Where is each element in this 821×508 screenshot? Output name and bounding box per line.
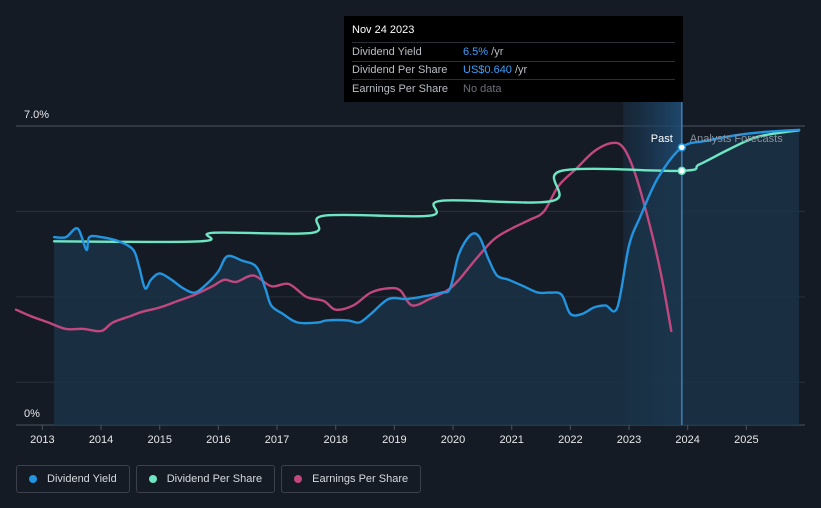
- x-tick-label: 2023: [617, 434, 641, 446]
- legend-dot-icon: [148, 475, 157, 483]
- axes: 7.0% 0%: [24, 109, 49, 420]
- series-lines: [14, 128, 801, 333]
- tooltip-value: No data: [463, 82, 502, 95]
- hover-markers: [677, 143, 687, 176]
- x-tick-label: 2015: [147, 434, 171, 446]
- legend-item-dividend-per-share[interactable]: Dividend Per Share: [135, 465, 276, 493]
- tooltip: Nov 24 2023 Dividend Yield 6.5% /yr Divi…: [344, 16, 683, 102]
- y-tick-label-bottom: 0%: [24, 408, 40, 420]
- tooltip-unit: /yr: [491, 45, 504, 58]
- tooltip-row-dividend-yield: Dividend Yield 6.5% /yr: [352, 42, 675, 61]
- legend: Dividend Yield Dividend Per Share Earnin…: [16, 465, 422, 493]
- x-tick-label: 2013: [30, 434, 54, 446]
- legend-item-earnings-per-share[interactable]: Earnings Per Share: [281, 465, 422, 493]
- tooltip-date: Nov 24 2023: [352, 24, 415, 36]
- legend-dot-icon: [29, 475, 37, 483]
- legend-item-dividend-yield[interactable]: Dividend Yield: [16, 465, 130, 493]
- tooltip-label: Dividend Yield: [352, 45, 422, 58]
- legend-label: Dividend Yield: [47, 473, 117, 485]
- legend-label: Dividend Per Share: [166, 473, 263, 485]
- tooltip-value: 6.5%: [463, 45, 489, 58]
- x-tick-label: 2022: [558, 434, 582, 446]
- x-tick-label: 2025: [734, 434, 758, 446]
- dividend-yield-line: [52, 128, 801, 325]
- x-tick-label: 2018: [323, 434, 347, 446]
- tooltip-row-earnings-per-share: Earnings Per Share No data: [352, 79, 675, 98]
- dividend-yield-marker: [677, 143, 687, 152]
- x-tick-label: 2017: [265, 434, 289, 446]
- tooltip-label: Earnings Per Share: [352, 82, 448, 95]
- tooltip-row-dividend-per-share: Dividend Per Share US$0.640 /yr: [352, 60, 675, 80]
- forecast-label: Analysts Forecasts: [690, 133, 783, 145]
- x-tick-label: 2020: [441, 434, 465, 446]
- past-label: Past: [651, 133, 673, 145]
- y-tick-label-top: 7.0%: [24, 109, 49, 121]
- tooltip-unit: /yr: [515, 64, 528, 77]
- x-tick-label: 2021: [499, 434, 523, 446]
- x-axis-ticks: 2013 2014 2015 2016 2017 2018 2019 2020 2021 2022…: [30, 425, 759, 446]
- legend-label: Earnings Per Share: [312, 473, 409, 485]
- tooltip-value: US$0.640: [463, 64, 512, 77]
- x-tick-label: 2019: [382, 434, 406, 446]
- x-tick-label: 2024: [675, 434, 699, 446]
- dividend-yield-area: [54, 129, 800, 426]
- tooltip-label: Dividend Per Share: [352, 64, 448, 77]
- legend-dot-icon: [294, 475, 303, 483]
- dividend-per-share-marker: [677, 166, 687, 176]
- x-tick-label: 2014: [89, 434, 113, 446]
- dividend-per-share-line: [52, 129, 801, 244]
- x-tick-label: 2016: [206, 434, 230, 446]
